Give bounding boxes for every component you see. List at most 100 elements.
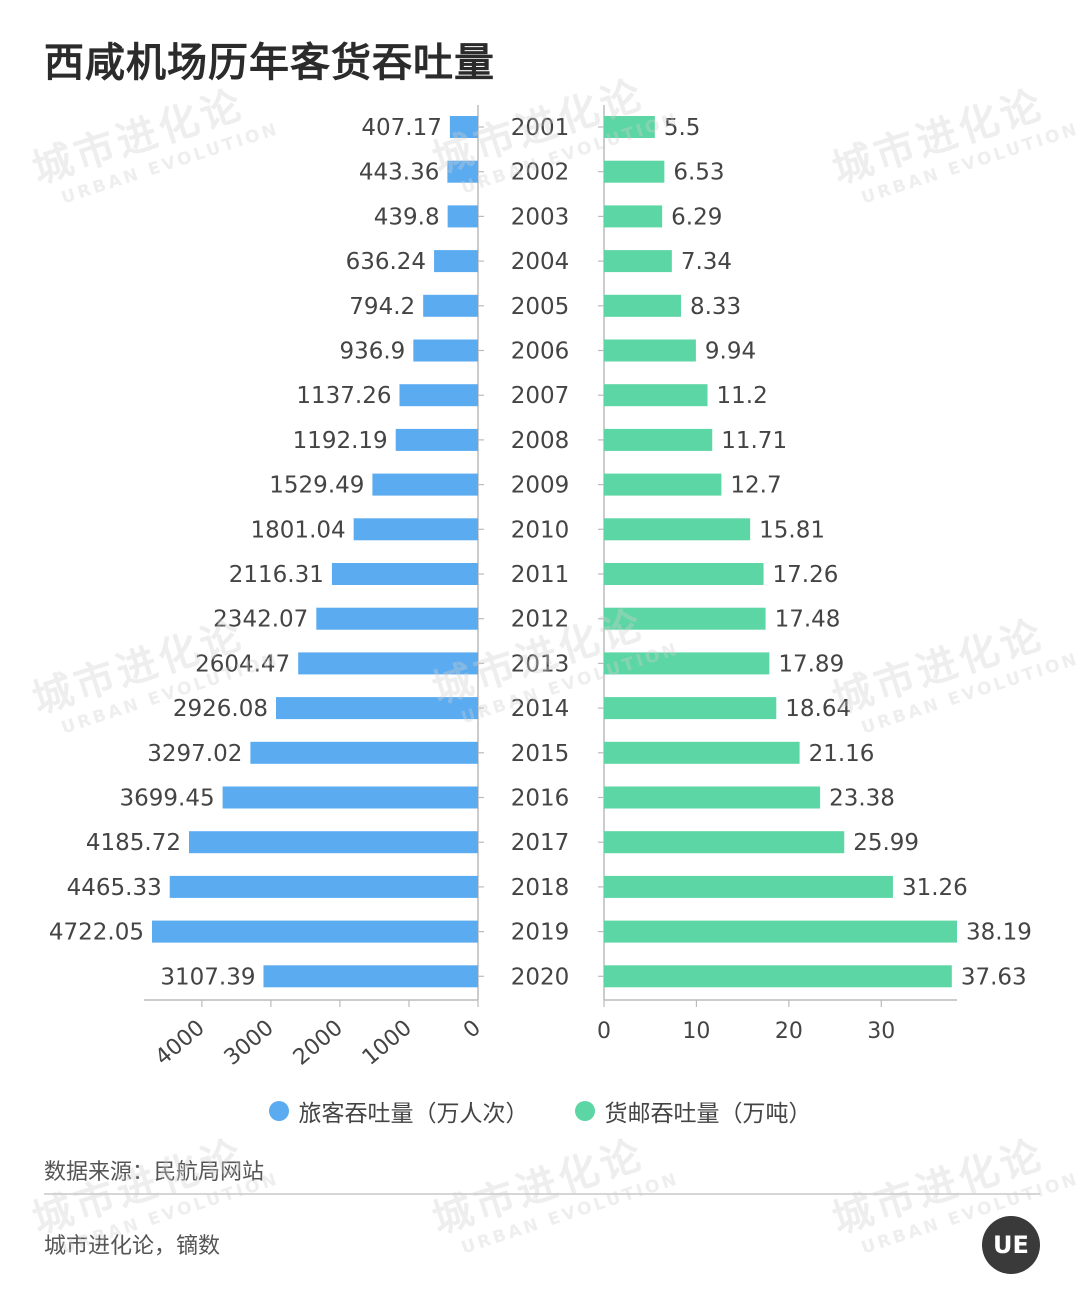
passenger-bar xyxy=(399,384,478,407)
cargo-bar xyxy=(604,384,708,407)
passenger-bar xyxy=(316,607,478,630)
passenger-bar xyxy=(449,116,478,138)
cargo-data-label: 15.81 xyxy=(759,517,825,543)
chart-title: 西咸机场历年客货吞吐量 xyxy=(44,40,495,86)
left-x-tick-label: 0 xyxy=(459,1015,486,1043)
cargo-data-label: 37.63 xyxy=(961,964,1027,990)
cargo-data-label: 17.48 xyxy=(775,607,841,633)
passenger-bar xyxy=(152,920,478,943)
cargo-data-label: 7.34 xyxy=(681,249,732,275)
credit-note: 城市进化论，镝数 xyxy=(44,1234,221,1259)
watermark: 城市进化论 URBAN EVOLUTION xyxy=(824,1114,1080,1264)
passenger-bar xyxy=(222,786,478,809)
year-label: 2020 xyxy=(511,964,570,990)
passenger-data-label: 1529.49 xyxy=(269,473,364,499)
footer-divider xyxy=(44,1193,1040,1195)
passenger-data-label: 936.9 xyxy=(339,339,405,365)
cargo-data-label: 11.2 xyxy=(717,383,768,409)
year-label: 2009 xyxy=(511,473,570,499)
passenger-data-label: 443.36 xyxy=(359,160,439,186)
cargo-bar xyxy=(604,965,952,988)
passenger-data-label: 439.8 xyxy=(374,204,440,230)
passenger-bar xyxy=(413,339,478,362)
cargo-bar xyxy=(604,116,655,138)
passenger-data-label: 2926.08 xyxy=(173,696,268,722)
legend-item-cargo: 货邮吞吐量（万吨） xyxy=(574,1094,812,1128)
passenger-data-label: 4722.05 xyxy=(49,920,144,946)
cargo-bar xyxy=(604,607,766,630)
year-label: 2005 xyxy=(511,294,570,320)
year-label: 2014 xyxy=(511,696,570,722)
cargo-bar xyxy=(604,339,696,362)
legend-label-passenger: 旅客吞吐量（万人次） xyxy=(298,1101,529,1127)
passenger-bar xyxy=(434,250,478,273)
chart-legend: 旅客吞吐量（万人次） 货邮吞吐量（万吨） xyxy=(0,1094,1080,1128)
data-source-note: 数据来源：民航局网站 xyxy=(44,1160,265,1185)
year-label: 2003 xyxy=(511,204,570,230)
year-label: 2016 xyxy=(511,786,570,812)
legend-marker-cargo xyxy=(574,1101,595,1121)
passenger-bar xyxy=(395,428,478,451)
year-label: 2007 xyxy=(511,383,570,409)
passenger-data-label: 794.2 xyxy=(349,294,415,320)
cargo-data-label: 6.53 xyxy=(673,160,724,186)
right-x-tick-label: 0 xyxy=(597,1019,611,1044)
cargo-data-label: 17.89 xyxy=(778,651,844,677)
cargo-data-label: 31.26 xyxy=(902,875,968,901)
legend-label-cargo: 货邮吞吐量（万吨） xyxy=(604,1101,812,1127)
year-label: 2011 xyxy=(511,562,570,588)
brand-logo: UE xyxy=(982,1216,1040,1274)
legend-marker-passenger xyxy=(268,1101,289,1121)
year-label: 2004 xyxy=(511,249,570,275)
watermark-en: URBAN EVOLUTION xyxy=(859,1169,1080,1259)
passenger-bar xyxy=(275,697,478,720)
year-label: 2008 xyxy=(511,428,570,454)
cargo-data-label: 5.5 xyxy=(664,115,701,141)
left-x-tick-label: 2000 xyxy=(289,1015,348,1070)
passenger-data-label: 2604.47 xyxy=(195,651,290,677)
passenger-bar xyxy=(169,875,478,898)
cargo-bar xyxy=(604,875,893,898)
cargo-data-label: 11.71 xyxy=(721,428,787,454)
year-label: 2018 xyxy=(511,875,570,901)
cargo-bar xyxy=(604,428,713,451)
cargo-bar xyxy=(604,741,800,764)
cargo-data-label: 25.99 xyxy=(853,830,919,856)
passenger-data-label: 1192.19 xyxy=(293,428,388,454)
watermark-en: URBAN EVOLUTION xyxy=(459,1169,682,1259)
left-x-tick-label: 4000 xyxy=(151,1015,210,1070)
cargo-data-label: 17.26 xyxy=(773,562,839,588)
cargo-bar xyxy=(604,831,845,854)
cargo-bar xyxy=(604,697,777,720)
cargo-data-label: 12.7 xyxy=(730,473,781,499)
right-x-tick-label: 20 xyxy=(775,1019,803,1044)
passenger-bar xyxy=(423,294,478,317)
legend-item-passenger: 旅客吞吐量（万人次） xyxy=(268,1094,529,1128)
passenger-data-label: 1801.04 xyxy=(251,517,346,543)
year-label: 2010 xyxy=(511,517,570,543)
cargo-bar xyxy=(604,294,681,317)
passenger-data-label: 4465.33 xyxy=(67,875,162,901)
passenger-data-label: 4185.72 xyxy=(86,830,181,856)
passenger-data-label: 2342.07 xyxy=(213,607,308,633)
year-label: 2012 xyxy=(511,607,570,633)
butterfly-bar-chart: 407.17 2001 5.5 443.36 2002 6.53 439.8 2003 6.29… xyxy=(49,105,1032,1071)
year-label: 2015 xyxy=(511,741,570,767)
passenger-bar xyxy=(447,205,478,228)
watermark: 城市进化论 URBAN EVOLUTION xyxy=(424,1114,682,1264)
cargo-bar xyxy=(604,473,722,496)
year-label: 2006 xyxy=(511,339,570,365)
passenger-data-label: 3297.02 xyxy=(147,741,242,767)
right-x-tick-label: 10 xyxy=(682,1019,710,1044)
year-label: 2013 xyxy=(511,651,570,677)
cargo-data-label: 38.19 xyxy=(966,920,1032,946)
passenger-data-label: 636.24 xyxy=(346,249,426,275)
cargo-data-label: 8.33 xyxy=(690,294,741,320)
watermark-cn: 城市进化论 xyxy=(827,1131,1051,1244)
year-label: 2019 xyxy=(511,920,570,946)
passenger-bar xyxy=(353,518,478,541)
passenger-bar xyxy=(372,473,478,496)
cargo-bar xyxy=(604,563,764,585)
passenger-data-label: 1137.26 xyxy=(296,383,391,409)
passenger-data-label: 3107.39 xyxy=(160,964,255,990)
